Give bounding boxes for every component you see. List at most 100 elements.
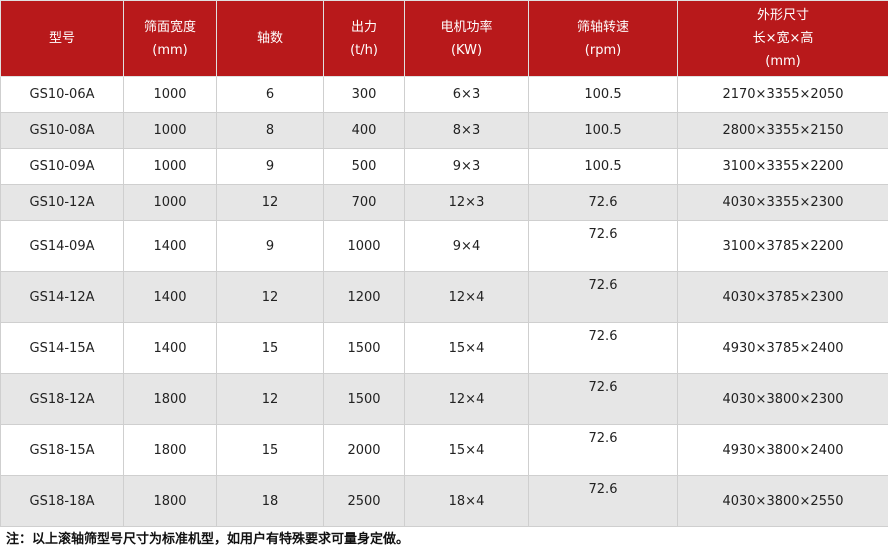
cell-model: GS10-09A bbox=[0, 148, 124, 185]
footnote: 注：以上滚轴筛型号尺寸为标准机型，如用户有特殊要求可量身定做。 bbox=[6, 532, 410, 547]
header-screen-width: 筛面宽度 (mm) bbox=[123, 0, 217, 77]
cell-motor-power: 9×3 bbox=[404, 148, 529, 185]
cell-dimensions: 2170×3355×2050 bbox=[677, 76, 888, 113]
cell-shaft-speed: 72.6 bbox=[528, 475, 678, 527]
cell-output: 300 bbox=[323, 76, 405, 113]
cell-dimensions: 4030×3800×2550 bbox=[677, 475, 888, 527]
cell-output: 2000 bbox=[323, 424, 405, 476]
cell-model: GS10-08A bbox=[0, 112, 124, 149]
cell-shaft-count: 15 bbox=[216, 424, 324, 476]
header-dimensions: 外形尺寸长×宽×高 (mm) bbox=[677, 0, 888, 77]
cell-screen-width: 1400 bbox=[123, 271, 217, 323]
cell-shaft-count: 6 bbox=[216, 76, 324, 113]
cell-dimensions: 3100×3355×2200 bbox=[677, 148, 888, 185]
cell-output: 1000 bbox=[323, 220, 405, 272]
table-row: GS14-09A 1400 9 1000 9×4 72.6 3100×3785×2200 bbox=[0, 220, 888, 272]
cell-screen-width: 1400 bbox=[123, 220, 217, 272]
cell-output: 1200 bbox=[323, 271, 405, 323]
table-row: GS18-12A 1800 12 1500 12×4 72.6 4030×3800×2300 bbox=[0, 373, 888, 425]
cell-shaft-count: 12 bbox=[216, 373, 324, 425]
cell-motor-power: 9×4 bbox=[404, 220, 529, 272]
cell-output: 500 bbox=[323, 148, 405, 185]
header-line: 外形尺寸 bbox=[756, 8, 809, 23]
cell-motor-power: 12×4 bbox=[404, 373, 529, 425]
cell-dimensions: 4930×3785×2400 bbox=[677, 322, 888, 374]
cell-dimensions: 3100×3785×2200 bbox=[677, 220, 888, 272]
table-row: GS14-12A 1400 12 1200 12×4 72.6 4030×3785×2300 bbox=[0, 271, 888, 323]
cell-motor-power: 18×4 bbox=[404, 475, 529, 527]
cell-screen-width: 1000 bbox=[123, 184, 217, 221]
cell-model: GS18-12A bbox=[0, 373, 124, 425]
cell-dimensions: 4030×3800×2300 bbox=[677, 373, 888, 425]
cell-shaft-count: 18 bbox=[216, 475, 324, 527]
cell-model: GS18-18A bbox=[0, 475, 124, 527]
table-row: GS10-06A 1000 6 300 6×3 100.5 2170×3355×2050 bbox=[0, 76, 888, 113]
cell-shaft-speed: 100.5 bbox=[528, 112, 678, 149]
header-line: 电机功率 bbox=[440, 19, 493, 35]
table-row: GS14-15A 1400 15 1500 15×4 72.6 4930×3785×2400 bbox=[0, 322, 888, 374]
header-line: 筛轴转速 bbox=[576, 19, 629, 35]
cell-shaft-count: 12 bbox=[216, 271, 324, 323]
cell-shaft-count: 9 bbox=[216, 220, 324, 272]
cell-shaft-speed: 72.6 bbox=[528, 322, 678, 374]
header-output: 出力 (t/h) bbox=[323, 0, 405, 77]
cell-screen-width: 1400 bbox=[123, 322, 217, 374]
header-line: (t/h) bbox=[350, 42, 378, 58]
cell-motor-power: 12×4 bbox=[404, 271, 529, 323]
cell-dimensions: 4030×3355×2300 bbox=[677, 184, 888, 221]
cell-model: GS10-06A bbox=[0, 76, 124, 113]
cell-motor-power: 15×4 bbox=[404, 322, 529, 374]
cell-screen-width: 1800 bbox=[123, 475, 217, 527]
cell-model: GS10-12A bbox=[0, 184, 124, 221]
cell-model: GS14-12A bbox=[0, 271, 124, 323]
header-line: 型号 bbox=[48, 31, 75, 46]
cell-dimensions: 4930×3800×2400 bbox=[677, 424, 888, 476]
cell-motor-power: 15×4 bbox=[404, 424, 529, 476]
cell-motor-power: 8×3 bbox=[404, 112, 529, 149]
header-model: 型号 bbox=[0, 0, 124, 77]
header-shaft-speed: 筛轴转速 (rpm) bbox=[528, 0, 678, 77]
header-line: 筛面宽度 bbox=[143, 19, 196, 35]
cell-shaft-speed: 72.6 bbox=[528, 220, 678, 272]
cell-shaft-speed: 72.6 bbox=[528, 184, 678, 221]
cell-shaft-count: 9 bbox=[216, 148, 324, 185]
cell-screen-width: 1800 bbox=[123, 373, 217, 425]
header-line: (mm) bbox=[152, 42, 188, 58]
header-line: 长×宽×高 bbox=[752, 31, 814, 46]
cell-screen-width: 1000 bbox=[123, 76, 217, 113]
header-motor-power: 电机功率 (KW) bbox=[404, 0, 529, 77]
cell-model: GS18-15A bbox=[0, 424, 124, 476]
cell-shaft-speed: 72.6 bbox=[528, 373, 678, 425]
header-line: (mm) bbox=[765, 54, 801, 69]
table-row: GS18-15A 1800 15 2000 15×4 72.6 4930×3800×2400 bbox=[0, 424, 888, 476]
table-row: GS10-09A 1000 9 500 9×3 100.5 3100×3355×2200 bbox=[0, 148, 888, 185]
cell-output: 1500 bbox=[323, 322, 405, 374]
cell-output: 700 bbox=[323, 184, 405, 221]
header-line: (KW) bbox=[450, 42, 483, 58]
table-row: GS10-12A 1000 12 700 12×3 72.6 4030×3355×2300 bbox=[0, 184, 888, 221]
header-line: (rpm) bbox=[584, 42, 622, 58]
cell-shaft-count: 12 bbox=[216, 184, 324, 221]
header-row: 型号 筛面宽度 (mm) 轴数 出力 (t/h) 电机功率 (KW) 筛轴转速 (rpm) 外形尺寸… bbox=[0, 0, 888, 77]
cell-shaft-count: 8 bbox=[216, 112, 324, 149]
cell-shaft-count: 15 bbox=[216, 322, 324, 374]
table-row: GS10-08A 1000 8 400 8×3 100.5 2800×3355×2150 bbox=[0, 112, 888, 149]
cell-screen-width: 1800 bbox=[123, 424, 217, 476]
cell-output: 400 bbox=[323, 112, 405, 149]
table-row: GS18-18A 1800 18 2500 18×4 72.6 4030×3800×2550 bbox=[0, 475, 888, 527]
cell-model: GS14-15A bbox=[0, 322, 124, 374]
cell-motor-power: 12×3 bbox=[404, 184, 529, 221]
cell-output: 2500 bbox=[323, 475, 405, 527]
header-line: 轴数 bbox=[256, 31, 283, 46]
cell-shaft-speed: 100.5 bbox=[528, 76, 678, 113]
cell-screen-width: 1000 bbox=[123, 112, 217, 149]
cell-model: GS14-09A bbox=[0, 220, 124, 272]
cell-dimensions: 4030×3785×2300 bbox=[677, 271, 888, 323]
header-shaft-count: 轴数 bbox=[216, 0, 324, 77]
cell-dimensions: 2800×3355×2150 bbox=[677, 112, 888, 149]
spec-table: 型号 筛面宽度 (mm) 轴数 出力 (t/h) 电机功率 (KW) 筛轴转速 (rpm) 外形尺寸… bbox=[0, 0, 888, 527]
cell-screen-width: 1000 bbox=[123, 148, 217, 185]
cell-shaft-speed: 72.6 bbox=[528, 271, 678, 323]
cell-output: 1500 bbox=[323, 373, 405, 425]
cell-shaft-speed: 72.6 bbox=[528, 424, 678, 476]
